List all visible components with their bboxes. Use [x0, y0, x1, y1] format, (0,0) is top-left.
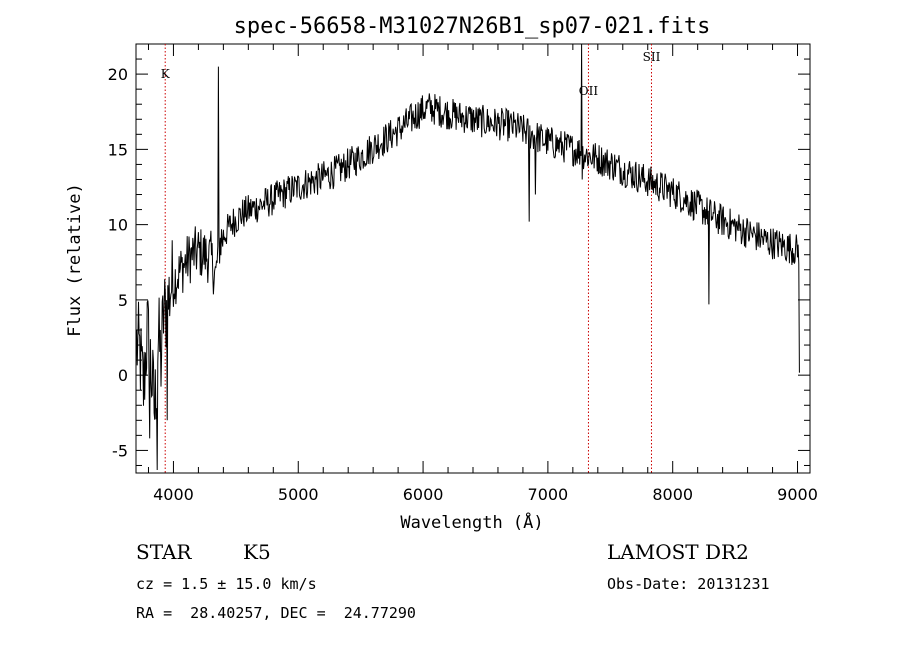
y-tick-label: 10	[108, 216, 128, 235]
object-class: STAR	[136, 540, 191, 564]
redshift-cz: cz = 1.5 ± 15.0 km/s	[136, 575, 317, 593]
x-tick-label: 8000	[652, 485, 693, 504]
x-tick-label: 6000	[403, 485, 444, 504]
spectral-line-label: SII	[643, 50, 661, 64]
y-tick-label: 0	[118, 366, 128, 385]
ra-dec: RA = 28.40257, DEC = 24.77290	[136, 604, 416, 622]
x-tick-label: 5000	[278, 485, 319, 504]
x-tick-label: 7000	[528, 485, 569, 504]
x-tick-label: 4000	[153, 485, 194, 504]
survey-name: LAMOST DR2	[607, 540, 749, 564]
y-tick-label: -5	[112, 441, 128, 460]
x-tick-label: 9000	[777, 485, 818, 504]
y-axis-label: Flux (relative)	[65, 183, 85, 337]
y-tick-label: 15	[108, 140, 128, 159]
obs-date: Obs-Date: 20131231	[607, 575, 770, 593]
y-tick-label: 20	[108, 65, 128, 84]
y-tick-label: 5	[118, 291, 128, 310]
object-subclass: K5	[243, 540, 271, 564]
x-axis-label: Wavelength (Å)	[400, 511, 543, 533]
spectral-line-label: K	[161, 67, 171, 81]
chart-title: spec-56658-M31027N26B1_sp07-021.fits	[234, 14, 711, 39]
spectrum-series-line	[137, 44, 800, 470]
